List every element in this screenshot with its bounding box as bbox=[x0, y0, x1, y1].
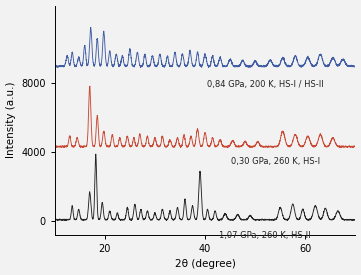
X-axis label: 2θ (degree): 2θ (degree) bbox=[175, 259, 235, 270]
Text: 1,07 GPa, 260 K, HS-II: 1,07 GPa, 260 K, HS-II bbox=[219, 232, 311, 240]
Text: 0,84 GPa, 200 K, HS-I / HS-II: 0,84 GPa, 200 K, HS-I / HS-II bbox=[207, 80, 323, 89]
Text: 0,30 GPa, 260 K, HS-I: 0,30 GPa, 260 K, HS-I bbox=[231, 157, 320, 166]
Y-axis label: Intensity (a.u.): Intensity (a.u.) bbox=[5, 82, 16, 158]
